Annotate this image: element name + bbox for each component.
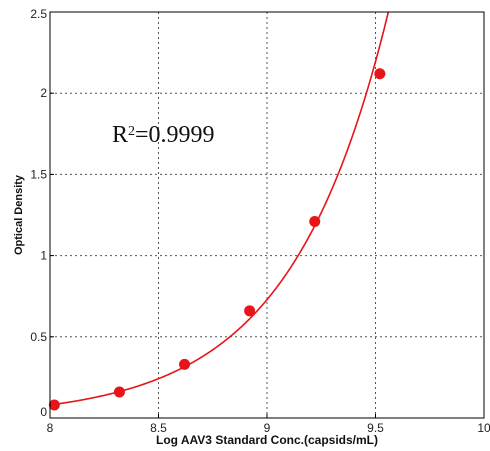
x-axis-title: Log AAV3 Standard Conc.(capsids/mL) [156, 433, 378, 447]
x-tick-label: 8.5 [150, 421, 167, 435]
data-point [244, 305, 256, 317]
y-tick-label: 1.5 [30, 167, 47, 181]
plot-area [50, 12, 484, 418]
r-squared-annotation: R2=0.9999 [112, 122, 215, 148]
data-point [309, 215, 321, 227]
x-tick-label: 9 [264, 421, 271, 435]
data-point [48, 399, 60, 411]
grid-lines [50, 12, 484, 418]
plot-frame [49, 11, 485, 419]
annotation-suffix: =0.9999 [135, 122, 215, 148]
data-point [113, 386, 125, 398]
annotation-superscript: 2 [128, 124, 135, 139]
y-tick-label: 2 [40, 86, 47, 100]
y-tick-label: 0 [40, 405, 47, 419]
data-point [179, 358, 191, 370]
x-tick-label: 8 [47, 421, 54, 435]
annotation-prefix: R [112, 122, 128, 148]
y-tick-label: 1 [40, 249, 47, 263]
x-tick-label: 9.5 [367, 421, 384, 435]
x-tick-label: 10 [477, 421, 490, 435]
x-tick-labels: 8 8.5 9 9.5 10 [47, 421, 490, 435]
fit-curve [49, 11, 390, 406]
data-point [374, 68, 386, 80]
data-points [48, 68, 386, 411]
y-axis-title: Optical Density [13, 174, 25, 255]
y-tick-labels: 0 0.5 1 1.5 2 2.5 [30, 7, 47, 419]
y-tick-label: 0.5 [30, 330, 47, 344]
y-tick-label: 2.5 [30, 7, 47, 21]
